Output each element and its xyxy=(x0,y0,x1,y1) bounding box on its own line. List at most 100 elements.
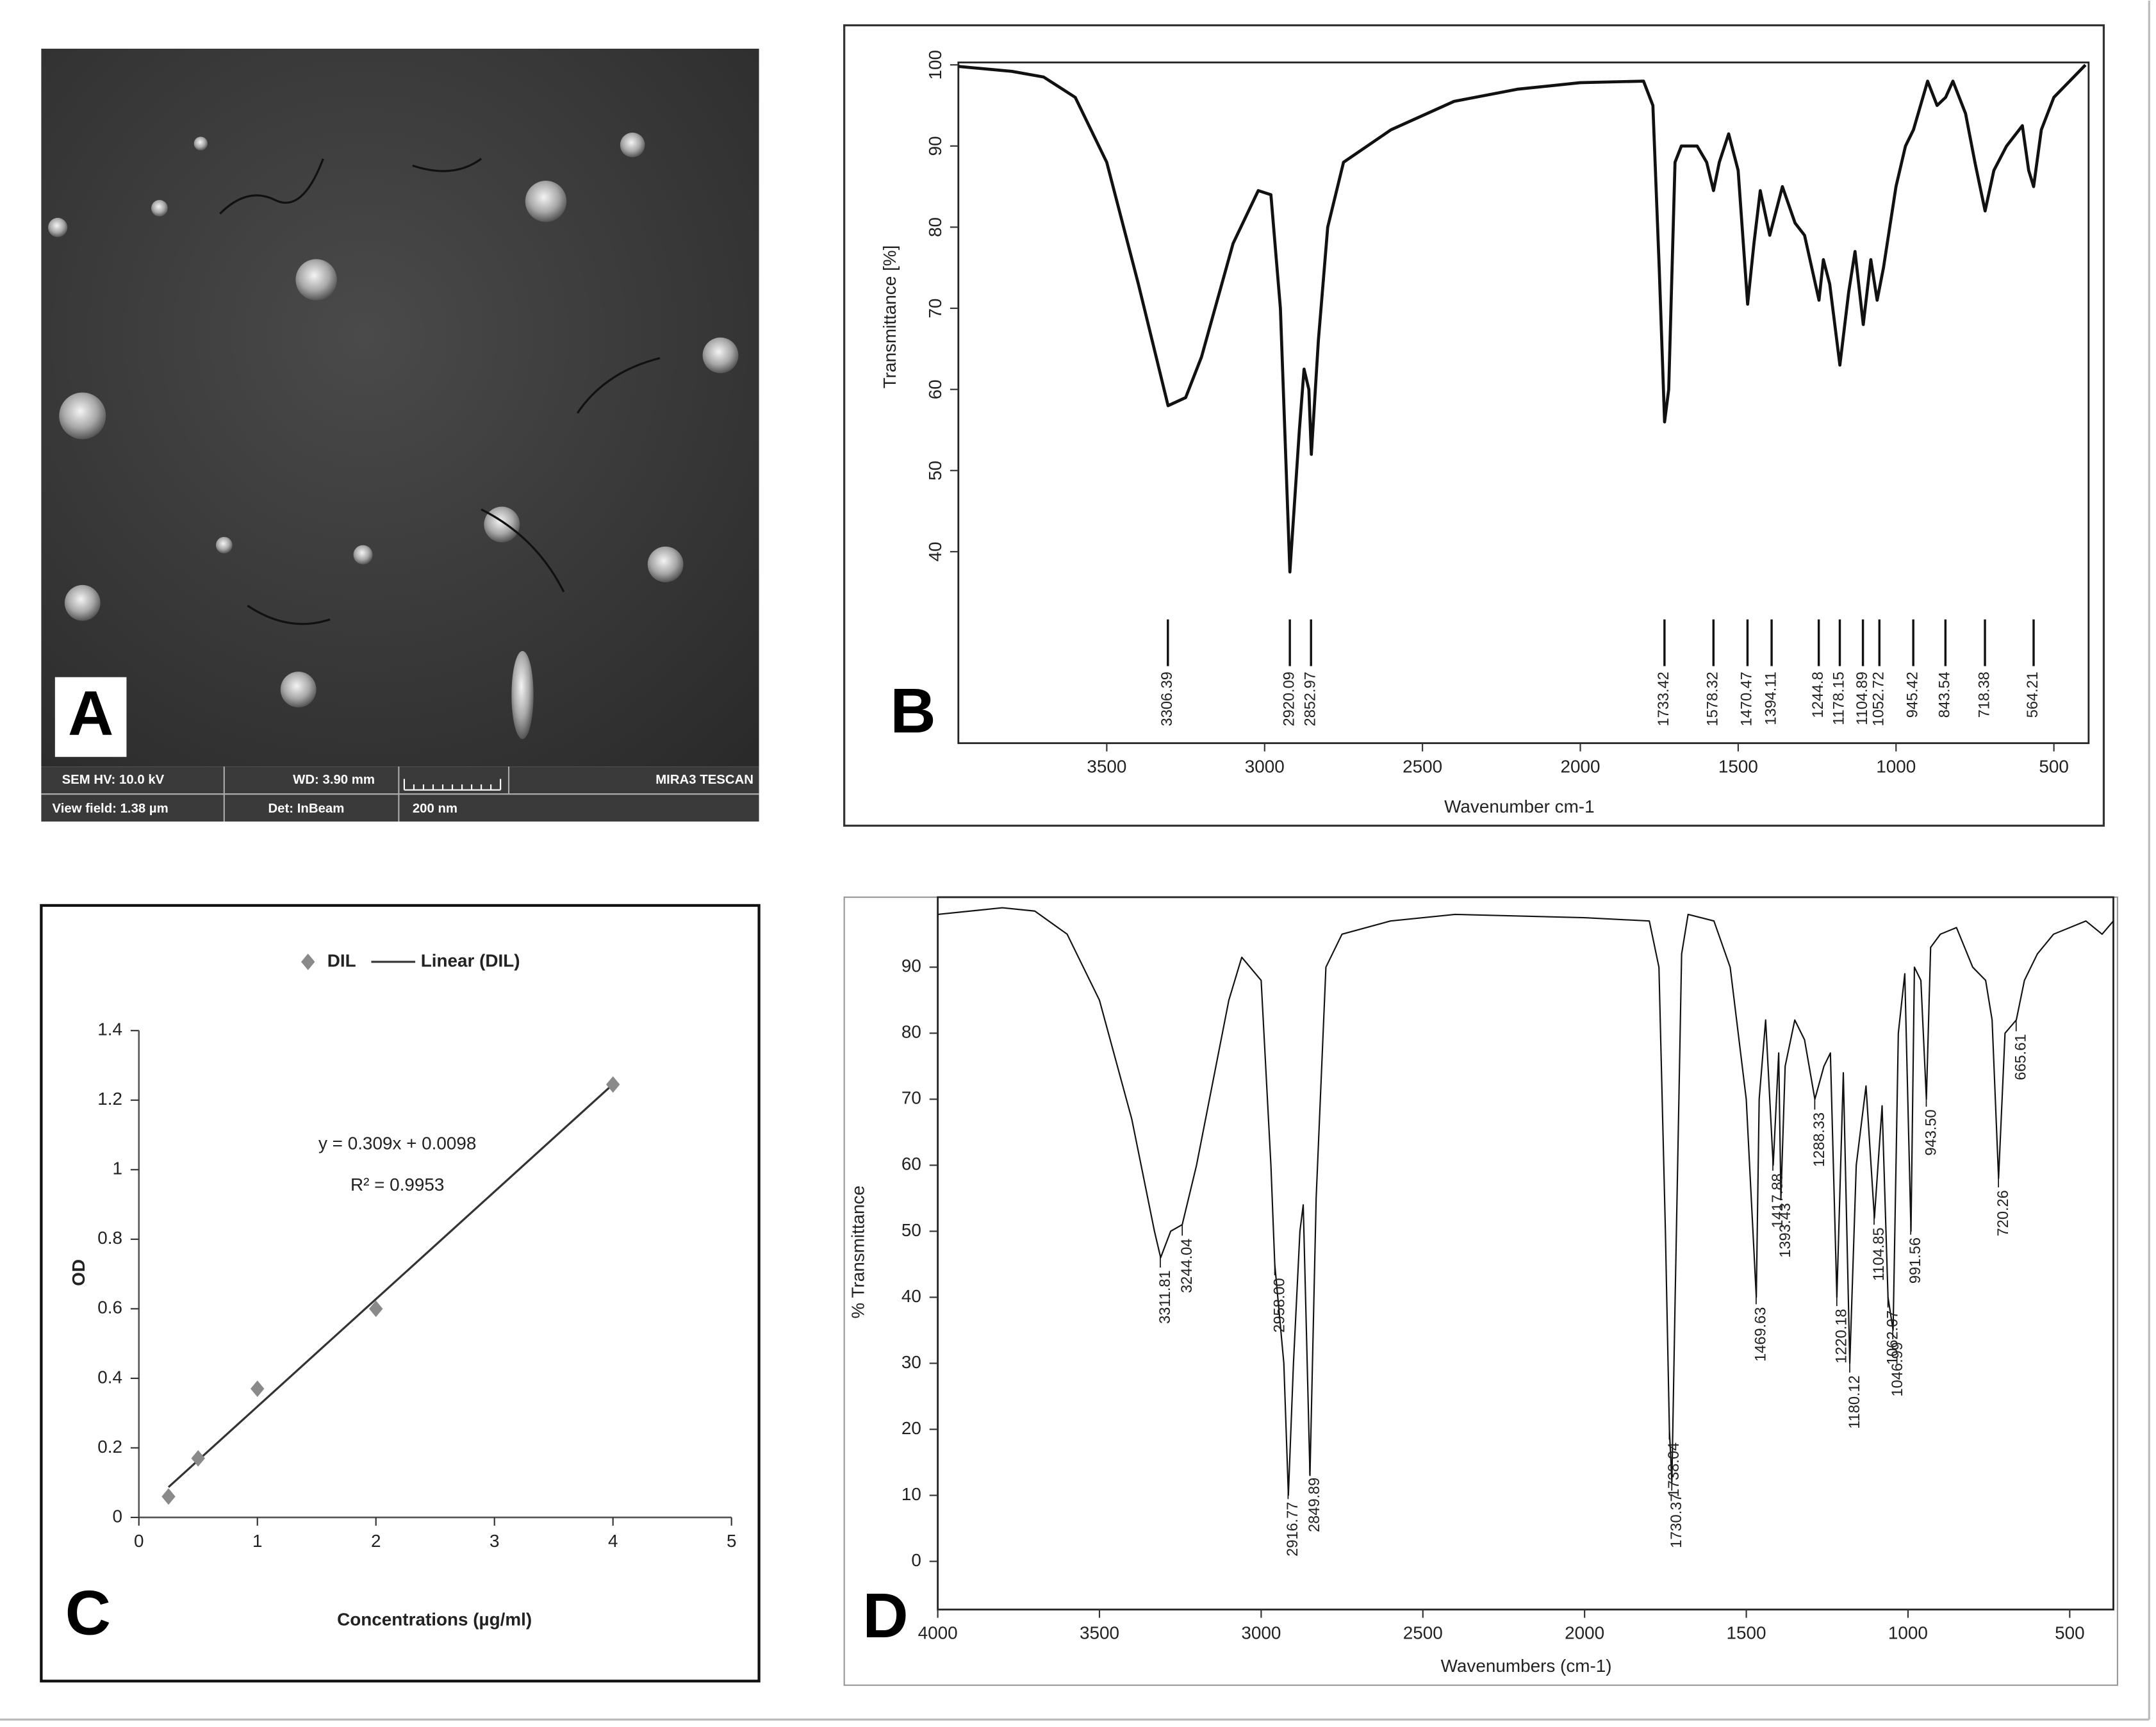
y-axis-title: Transmittance [%] xyxy=(880,245,900,389)
y-tick-label: 80 xyxy=(901,1022,921,1042)
panel-frame xyxy=(843,24,2105,827)
cracks xyxy=(219,158,661,625)
data-point xyxy=(605,1076,620,1093)
plot-frame xyxy=(937,896,2114,1611)
panel-frame xyxy=(40,904,761,1683)
y-tick-label: 30 xyxy=(901,1352,921,1372)
peak-label: 1394.11 xyxy=(1763,672,1779,725)
y-tick-label: 1 xyxy=(112,1159,122,1178)
letter-box xyxy=(852,1582,919,1659)
peak-label: 3311.81 xyxy=(1157,1270,1174,1324)
y-tick-label: 70 xyxy=(925,299,945,318)
y-tick-label: 60 xyxy=(901,1154,921,1174)
x-tick-label: 500 xyxy=(2055,1623,2085,1643)
y-tick-label: 40 xyxy=(901,1286,921,1306)
peak-label: 1470.47 xyxy=(1739,672,1756,726)
y-tick-label: 0.2 xyxy=(97,1437,122,1457)
peak-label: 1046.99 xyxy=(1889,1342,1906,1396)
y-tick-label: 90 xyxy=(925,136,945,156)
x-tick-label: 3 xyxy=(490,1531,500,1551)
legend-label: Linear (DIL) xyxy=(421,950,520,970)
x-tick-label: 3000 xyxy=(1241,1623,1281,1643)
sem-field xyxy=(41,48,759,767)
x-axis-title: Wavenumber cm-1 xyxy=(1444,797,1594,816)
y-tick-label: 0.6 xyxy=(97,1298,122,1318)
x-tick-label: 3000 xyxy=(1245,757,1285,777)
peak-label: 943.50 xyxy=(1923,1109,1939,1155)
x-tick-label: 2000 xyxy=(1565,1623,1604,1643)
peak-label: 1738.04 xyxy=(1666,1442,1683,1497)
y-tick-label: 0 xyxy=(112,1506,122,1526)
x-tick-label: 3500 xyxy=(1080,1623,1119,1643)
x-tick-label: 1500 xyxy=(1727,1623,1766,1643)
trendline xyxy=(167,1083,614,1488)
x-tick-label: 2500 xyxy=(1403,757,1442,777)
y-axis-title: % Transmittance xyxy=(848,1186,868,1319)
peak-label: 1178.15 xyxy=(1831,672,1848,725)
peak-label: 1104.85 xyxy=(1871,1228,1888,1282)
panel-letter: C xyxy=(65,1578,111,1648)
legend-label: DIL xyxy=(327,950,356,970)
x-tick-label: 5 xyxy=(727,1531,737,1551)
sem-image: SEM HV: 10.0 kV WD: 3.90 mm MIRA3 TESCAN… xyxy=(41,48,759,822)
x-tick-label: 2 xyxy=(371,1531,381,1551)
y-tick-label: 90 xyxy=(901,956,921,976)
peak-label: 2958.00 xyxy=(1271,1278,1288,1332)
peak-label: 1180.12 xyxy=(1847,1375,1863,1429)
panel-letter: B xyxy=(890,675,935,746)
x-tick-label: 0 xyxy=(134,1531,144,1551)
x-axis-title: Concentrations (µg/ml) xyxy=(337,1609,532,1629)
peak-label: 2920.09 xyxy=(1281,672,1297,726)
peak-label: 1220.18 xyxy=(1834,1309,1850,1363)
x-tick-label: 4 xyxy=(608,1531,618,1551)
y-tick-label: 40 xyxy=(925,541,945,561)
x-axis-title: Wavenumbers (cm-1) xyxy=(1441,1656,1612,1676)
peak-label: 2849.89 xyxy=(1306,1478,1323,1532)
y-tick-label: 0 xyxy=(911,1550,921,1570)
spectrum-line xyxy=(937,907,2114,1496)
particles xyxy=(48,132,739,740)
sem-view-field: View field: 1.38 µm xyxy=(53,802,169,816)
x-tick-label: 2500 xyxy=(1403,1623,1443,1643)
data-point xyxy=(251,1380,265,1398)
x-tick-label: 2000 xyxy=(1561,757,1601,777)
x-tick-label: 500 xyxy=(2039,757,2069,777)
y-tick-label: 1.4 xyxy=(97,1020,122,1039)
peak-label: 1104.89 xyxy=(1854,672,1871,725)
peak-label: 1052.72 xyxy=(1871,672,1888,726)
data-point xyxy=(161,1488,176,1505)
sem-brand: MIRA3 TESCAN xyxy=(655,773,753,787)
y-axis-title: OD xyxy=(69,1259,88,1286)
x-tick-label: 1000 xyxy=(1876,757,1916,777)
data-point xyxy=(368,1300,383,1318)
spectrum-line xyxy=(958,63,2087,574)
peak-label: 720.26 xyxy=(1995,1190,2012,1236)
sem-hv: SEM HV: 10.0 kV xyxy=(62,773,165,787)
sem-info-dividers xyxy=(41,766,759,822)
letter-box xyxy=(54,677,127,757)
y-tick-label: 10 xyxy=(901,1484,921,1504)
peak-label: 2916.77 xyxy=(1285,1502,1301,1557)
peak-label: 1417.88 xyxy=(1770,1173,1786,1228)
y-tick-label: 60 xyxy=(925,379,945,399)
peak-label: 3306.39 xyxy=(1159,672,1176,726)
peak-label: 1578.32 xyxy=(1705,672,1722,726)
y-tick-label: 50 xyxy=(901,1220,921,1240)
x-tick-label: 3500 xyxy=(1087,757,1126,777)
trendline-equation: y = 0.309x + 0.0098 xyxy=(318,1134,476,1153)
y-tick-label: 0.4 xyxy=(97,1367,122,1387)
peak-label: 1469.63 xyxy=(1753,1307,1770,1362)
r-squared: R² = 0.9953 xyxy=(350,1175,444,1194)
peak-label: 991.56 xyxy=(1907,1237,1924,1284)
peak-label: 843.54 xyxy=(1937,672,1954,718)
y-tick-label: 100 xyxy=(925,50,945,80)
panel-letter: A xyxy=(68,678,113,748)
peak-label: 945.42 xyxy=(1904,672,1921,718)
peak-label: 2852.97 xyxy=(1302,672,1319,726)
peak-label: 665.61 xyxy=(2013,1034,2030,1080)
x-tick-label: 1000 xyxy=(1888,1623,1928,1643)
peak-label: 1393.43 xyxy=(1777,1203,1794,1257)
y-tick-label: 20 xyxy=(901,1418,921,1438)
